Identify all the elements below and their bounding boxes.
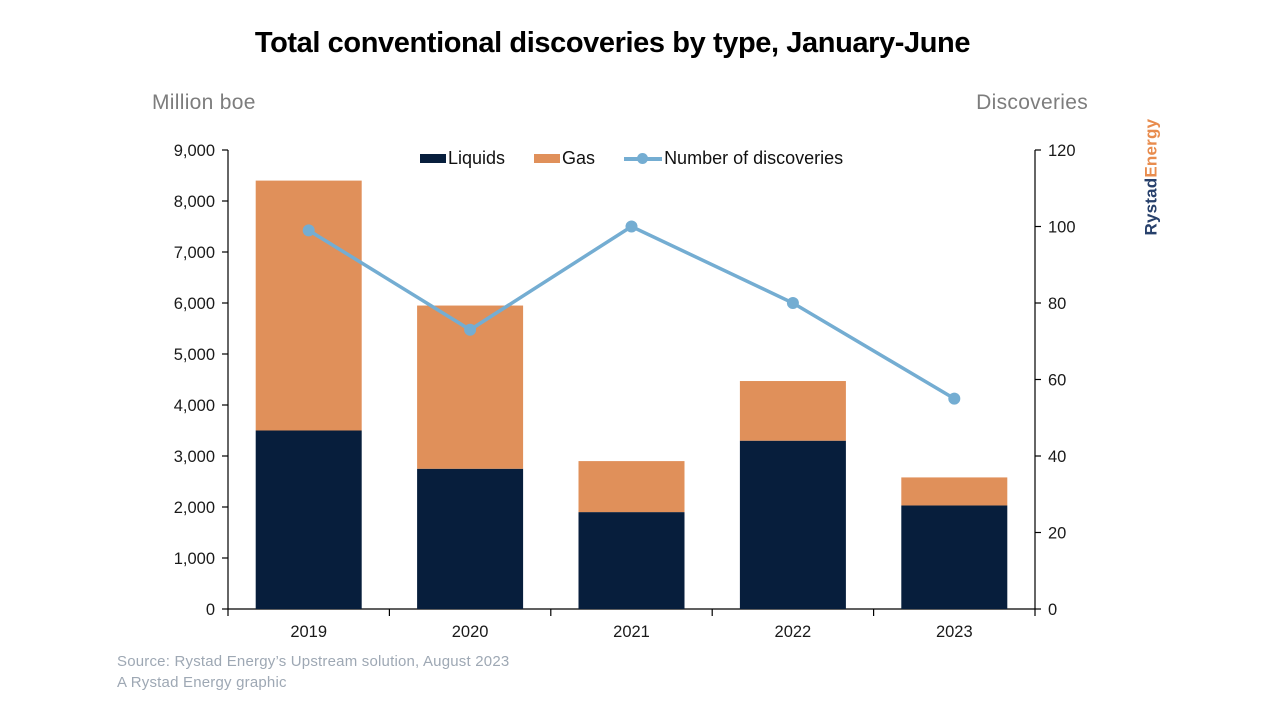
x-axis-label-2023: 2023	[936, 623, 973, 641]
right-axis-tick-label: 60	[1048, 371, 1066, 389]
legend-item-liquids: Liquids	[420, 148, 505, 169]
x-axis-label-2022: 2022	[775, 623, 812, 641]
rystad-energy-logo: RystadEnergy	[1141, 119, 1161, 236]
logo-energy-text: Energy	[1141, 118, 1161, 178]
x-axis-label-2021: 2021	[613, 623, 650, 641]
left-axis-tick-label: 5,000	[174, 346, 215, 364]
logo-rystad-text: Rystad	[1141, 177, 1161, 236]
left-axis-tick-label: 6,000	[174, 295, 215, 313]
bar-liquids-2019	[255, 430, 362, 609]
gas-swatch-icon	[534, 154, 561, 163]
source-note: Source: Rystad Energy’s Upstream solutio…	[117, 651, 509, 693]
left-axis-title: Million boe	[152, 91, 256, 114]
legend-item-discoveries: Number of discoveries	[624, 148, 843, 169]
liquids-swatch-icon	[420, 154, 446, 163]
x-axis-label-2020: 2020	[452, 623, 489, 641]
left-axis-tick-label: 9,000	[174, 142, 215, 160]
legend-label-discoveries: Number of discoveries	[664, 148, 844, 168]
bar-gas-2022	[739, 381, 846, 441]
line-marker-swatch-icon	[624, 153, 663, 164]
right-axis-tick-label: 120	[1048, 142, 1076, 160]
chart-title: Total conventional discoveries by type, …	[254, 27, 971, 59]
bar-gas-2021	[578, 461, 685, 513]
right-axis-tick-label: 0	[1048, 601, 1057, 619]
legend-label-liquids: Liquids	[448, 148, 506, 168]
discoveries-marker-2022	[786, 297, 799, 309]
right-axis-tick-label: 20	[1048, 524, 1066, 542]
legend: Liquids Gas Number of discoveries	[420, 148, 843, 169]
right-axis-tick-label: 40	[1048, 448, 1066, 466]
left-axis-tick-label: 7,000	[174, 244, 215, 262]
source-line-2: A Rystad Energy graphic	[117, 674, 287, 691]
left-axis-tick-label: 1,000	[174, 550, 215, 568]
right-axis-tick-label: 100	[1048, 218, 1076, 236]
left-axis-tick-label: 8,000	[174, 193, 215, 211]
discoveries-line	[307, 224, 956, 401]
x-axis-label-2019: 2019	[290, 623, 327, 641]
legend-label-gas: Gas	[562, 148, 596, 168]
legend-item-gas: Gas	[534, 148, 595, 169]
right-axis-title: Discoveries	[976, 91, 1088, 114]
bar-liquids-2020	[417, 468, 524, 609]
source-line-1: Source: Rystad Energy’s Upstream solutio…	[117, 653, 510, 670]
bar-liquids-2023	[901, 505, 1008, 609]
discoveries-marker-2019	[302, 224, 315, 237]
discoveries-marker-2021	[625, 220, 638, 233]
right-axis-tick-label: 80	[1048, 295, 1066, 313]
discoveries-marker-2020	[464, 323, 477, 336]
left-axis-tick-label: 4,000	[174, 397, 215, 415]
bar-gas-2019	[255, 180, 362, 431]
left-axis-tick-label: 3,000	[174, 448, 215, 466]
line-marker-dot-icon	[637, 153, 649, 164]
discoveries-marker-2023	[948, 392, 961, 405]
bar-gas-2023	[901, 477, 1008, 506]
left-axis-tick-label: 0	[206, 601, 215, 619]
left-axis-tick-label: 2,000	[174, 499, 215, 517]
bar-liquids-2022	[739, 440, 846, 609]
bar-liquids-2021	[578, 512, 685, 609]
